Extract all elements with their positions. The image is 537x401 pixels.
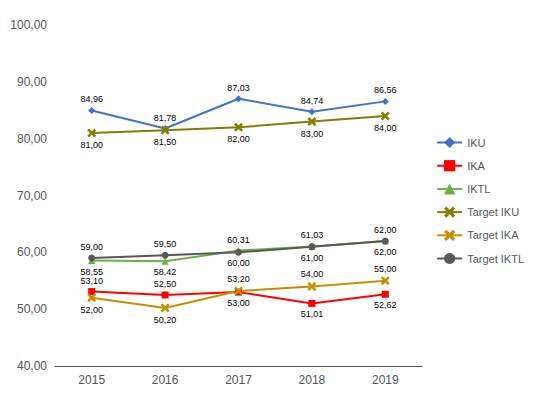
svg-text:50,00: 50,00 (17, 302, 47, 316)
svg-text:60,00: 60,00 (227, 258, 250, 268)
svg-text:58,55: 58,55 (80, 267, 103, 277)
svg-text:60,31: 60,31 (227, 235, 250, 245)
svg-text:54,00: 54,00 (301, 269, 324, 279)
svg-text:80,00: 80,00 (17, 132, 47, 146)
svg-text:2019: 2019 (372, 373, 399, 387)
svg-text:52,62: 52,62 (374, 300, 397, 310)
svg-text:90,00: 90,00 (17, 75, 47, 89)
svg-text:2015: 2015 (78, 373, 105, 387)
svg-text:Target IKA: Target IKA (467, 229, 519, 241)
svg-text:40,00: 40,00 (17, 359, 47, 373)
svg-text:62,00: 62,00 (374, 225, 397, 235)
svg-text:2017: 2017 (225, 373, 252, 387)
svg-text:81,00: 81,00 (80, 140, 103, 150)
svg-text:84,00: 84,00 (374, 123, 397, 133)
svg-text:53,10: 53,10 (80, 276, 103, 286)
svg-text:61,03: 61,03 (301, 230, 324, 240)
svg-text:61,00: 61,00 (301, 253, 324, 263)
svg-text:IKA: IKA (467, 160, 485, 172)
svg-text:81,50: 81,50 (154, 137, 177, 147)
svg-text:53,20: 53,20 (227, 274, 250, 284)
svg-text:53,00: 53,00 (227, 298, 250, 308)
svg-text:87,03: 87,03 (227, 83, 250, 93)
svg-text:52,00: 52,00 (80, 305, 103, 315)
svg-text:62,00: 62,00 (374, 247, 397, 257)
svg-text:100,00: 100,00 (10, 18, 47, 32)
svg-text:Target IKU: Target IKU (467, 206, 519, 218)
svg-text:2016: 2016 (152, 373, 179, 387)
svg-text:83,00: 83,00 (301, 129, 324, 139)
svg-text:2018: 2018 (299, 373, 326, 387)
svg-text:59,50: 59,50 (154, 239, 177, 249)
svg-text:Target IKTL: Target IKTL (467, 253, 524, 265)
svg-text:70,00: 70,00 (17, 189, 47, 203)
svg-text:50,20: 50,20 (154, 315, 177, 325)
svg-text:58,42: 58,42 (154, 267, 177, 277)
svg-text:59,00: 59,00 (80, 242, 103, 252)
svg-text:60,00: 60,00 (17, 245, 47, 259)
svg-text:81,78: 81,78 (154, 113, 177, 123)
svg-text:86,56: 86,56 (374, 85, 397, 95)
svg-text:IKTL: IKTL (467, 183, 490, 195)
svg-text:52,50: 52,50 (154, 279, 177, 289)
svg-text:IKU: IKU (467, 137, 485, 149)
svg-text:55,00: 55,00 (374, 264, 397, 274)
svg-text:82,00: 82,00 (227, 134, 250, 144)
svg-text:51,01: 51,01 (301, 309, 324, 319)
svg-text:84,96: 84,96 (80, 94, 103, 104)
svg-text:84,74: 84,74 (301, 96, 324, 106)
